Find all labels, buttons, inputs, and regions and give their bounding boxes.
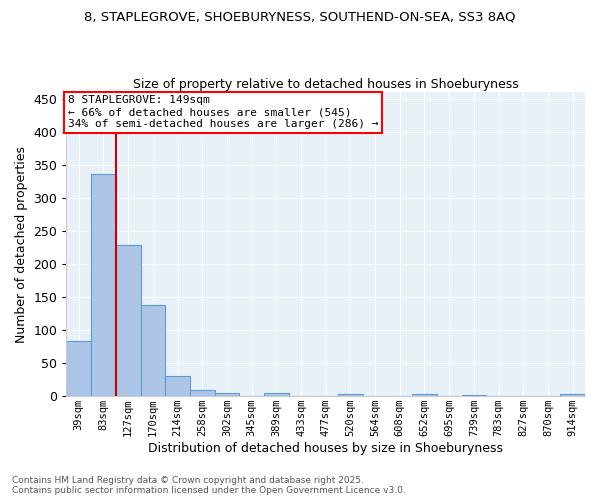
Bar	[338, 394, 363, 396]
Y-axis label: Number of detached properties: Number of detached properties	[15, 146, 28, 342]
Bar	[67, 340, 91, 396]
Title: Size of property relative to detached houses in Shoeburyness: Size of property relative to detached ho…	[133, 78, 518, 91]
Bar	[140, 305, 165, 396]
Bar	[190, 390, 215, 396]
Text: 8, STAPLEGROVE, SHOEBURYNESS, SOUTHEND-ON-SEA, SS3 8AQ: 8, STAPLEGROVE, SHOEBURYNESS, SOUTHEND-O…	[84, 10, 516, 23]
Bar	[461, 395, 486, 396]
Bar	[412, 394, 437, 396]
Bar	[91, 174, 116, 396]
Bar	[215, 393, 239, 396]
Text: 8 STAPLEGROVE: 149sqm
← 66% of detached houses are smaller (545)
34% of semi-det: 8 STAPLEGROVE: 149sqm ← 66% of detached …	[68, 96, 378, 128]
Text: Contains HM Land Registry data © Crown copyright and database right 2025.
Contai: Contains HM Land Registry data © Crown c…	[12, 476, 406, 495]
X-axis label: Distribution of detached houses by size in Shoeburyness: Distribution of detached houses by size …	[148, 442, 503, 455]
Bar	[116, 245, 140, 396]
Bar	[560, 394, 585, 396]
Bar	[264, 393, 289, 396]
Bar	[165, 376, 190, 396]
